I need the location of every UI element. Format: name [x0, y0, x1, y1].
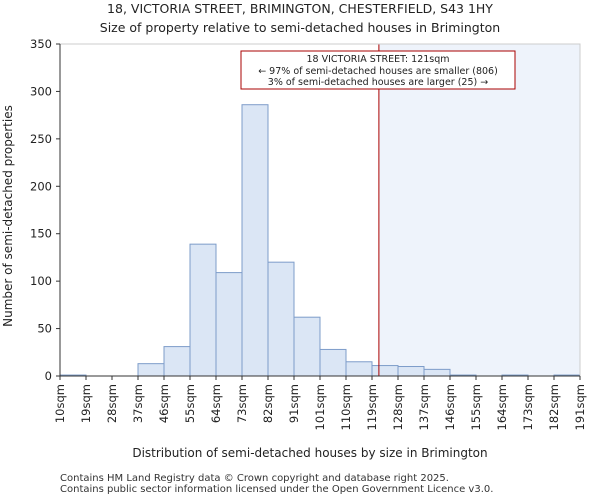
bar — [137, 363, 165, 377]
bars — [59, 104, 581, 377]
bar — [215, 272, 243, 377]
annotation-line-3: 3% of semi-detached houses are larger (2… — [268, 77, 488, 88]
footer-line-1: Contains HM Land Registry data © Crown c… — [60, 473, 449, 484]
y-axis-label: Number of semi-detached properties — [1, 105, 15, 327]
x-tick-label: 73sqm — [235, 384, 249, 423]
x-tick-label: 28sqm — [105, 384, 119, 423]
annotation-line-1: 18 VICTORIA STREET: 121sqm — [306, 54, 449, 65]
x-tick-label: 37sqm — [131, 384, 145, 423]
y-tick-label: 150 — [30, 227, 52, 241]
footer-line-2: Contains public sector information licen… — [60, 484, 494, 495]
x-tick-label: 91sqm — [287, 384, 301, 423]
x-tick-label: 55sqm — [183, 384, 197, 423]
x-tick-label: 110sqm — [339, 384, 353, 430]
bar — [345, 361, 373, 377]
x-tick-label: 64sqm — [209, 384, 223, 423]
x-axis-label: Distribution of semi-detached houses by … — [132, 446, 487, 460]
larger-region-highlight — [378, 44, 580, 376]
chart-title: 18, VICTORIA STREET, BRIMINGTON, CHESTER… — [107, 1, 493, 16]
x-tick-label: 146sqm — [443, 384, 457, 430]
annotation-frame — [240, 50, 516, 90]
y-tick-label: 200 — [30, 179, 52, 193]
y-ticks: 0 50 100 150 200 250 300 350 — [30, 37, 60, 383]
y-tick-label: 0 — [45, 369, 52, 383]
bar — [267, 261, 295, 377]
x-tick-label: 173sqm — [521, 384, 535, 430]
bar — [319, 348, 347, 377]
y-tick-label: 250 — [30, 132, 52, 146]
annotation-line-2: ← 97% of semi-detached houses are smalle… — [258, 66, 498, 77]
x-tick-label: 164sqm — [495, 384, 509, 430]
y-tick-label: 100 — [30, 274, 52, 288]
x-tick-label: 101sqm — [313, 384, 327, 430]
x-tick-label: 19sqm — [79, 384, 93, 423]
y-tick-label: 300 — [30, 84, 52, 98]
bar — [241, 104, 269, 377]
x-ticks: 10sqm 19sqm 28sqm 37sqm 46sqm 55sqm 64sqm 73sqm… — [53, 376, 587, 430]
x-tick-label: 128sqm — [391, 384, 405, 430]
x-tick-label: 119sqm — [365, 384, 379, 430]
chart-subtitle: Size of property relative to semi-detach… — [100, 20, 500, 35]
bar — [163, 346, 191, 377]
x-tick-label: 191sqm — [573, 384, 587, 430]
bar — [423, 368, 451, 377]
y-tick-label: 50 — [37, 322, 52, 336]
x-tick-label: 182sqm — [547, 384, 561, 430]
bar — [189, 243, 217, 377]
bar — [293, 316, 321, 377]
x-tick-label: 10sqm — [53, 384, 67, 423]
x-tick-label: 82sqm — [261, 384, 275, 423]
x-tick-label: 46sqm — [157, 384, 171, 423]
annotation-box: 18 VICTORIA STREET: 121sqm ← 97% of semi… — [240, 50, 516, 90]
bar — [371, 365, 399, 377]
bar — [397, 366, 425, 377]
x-tick-label: 155sqm — [469, 384, 483, 430]
y-tick-label: 350 — [30, 37, 52, 51]
x-tick-label: 137sqm — [417, 384, 431, 430]
